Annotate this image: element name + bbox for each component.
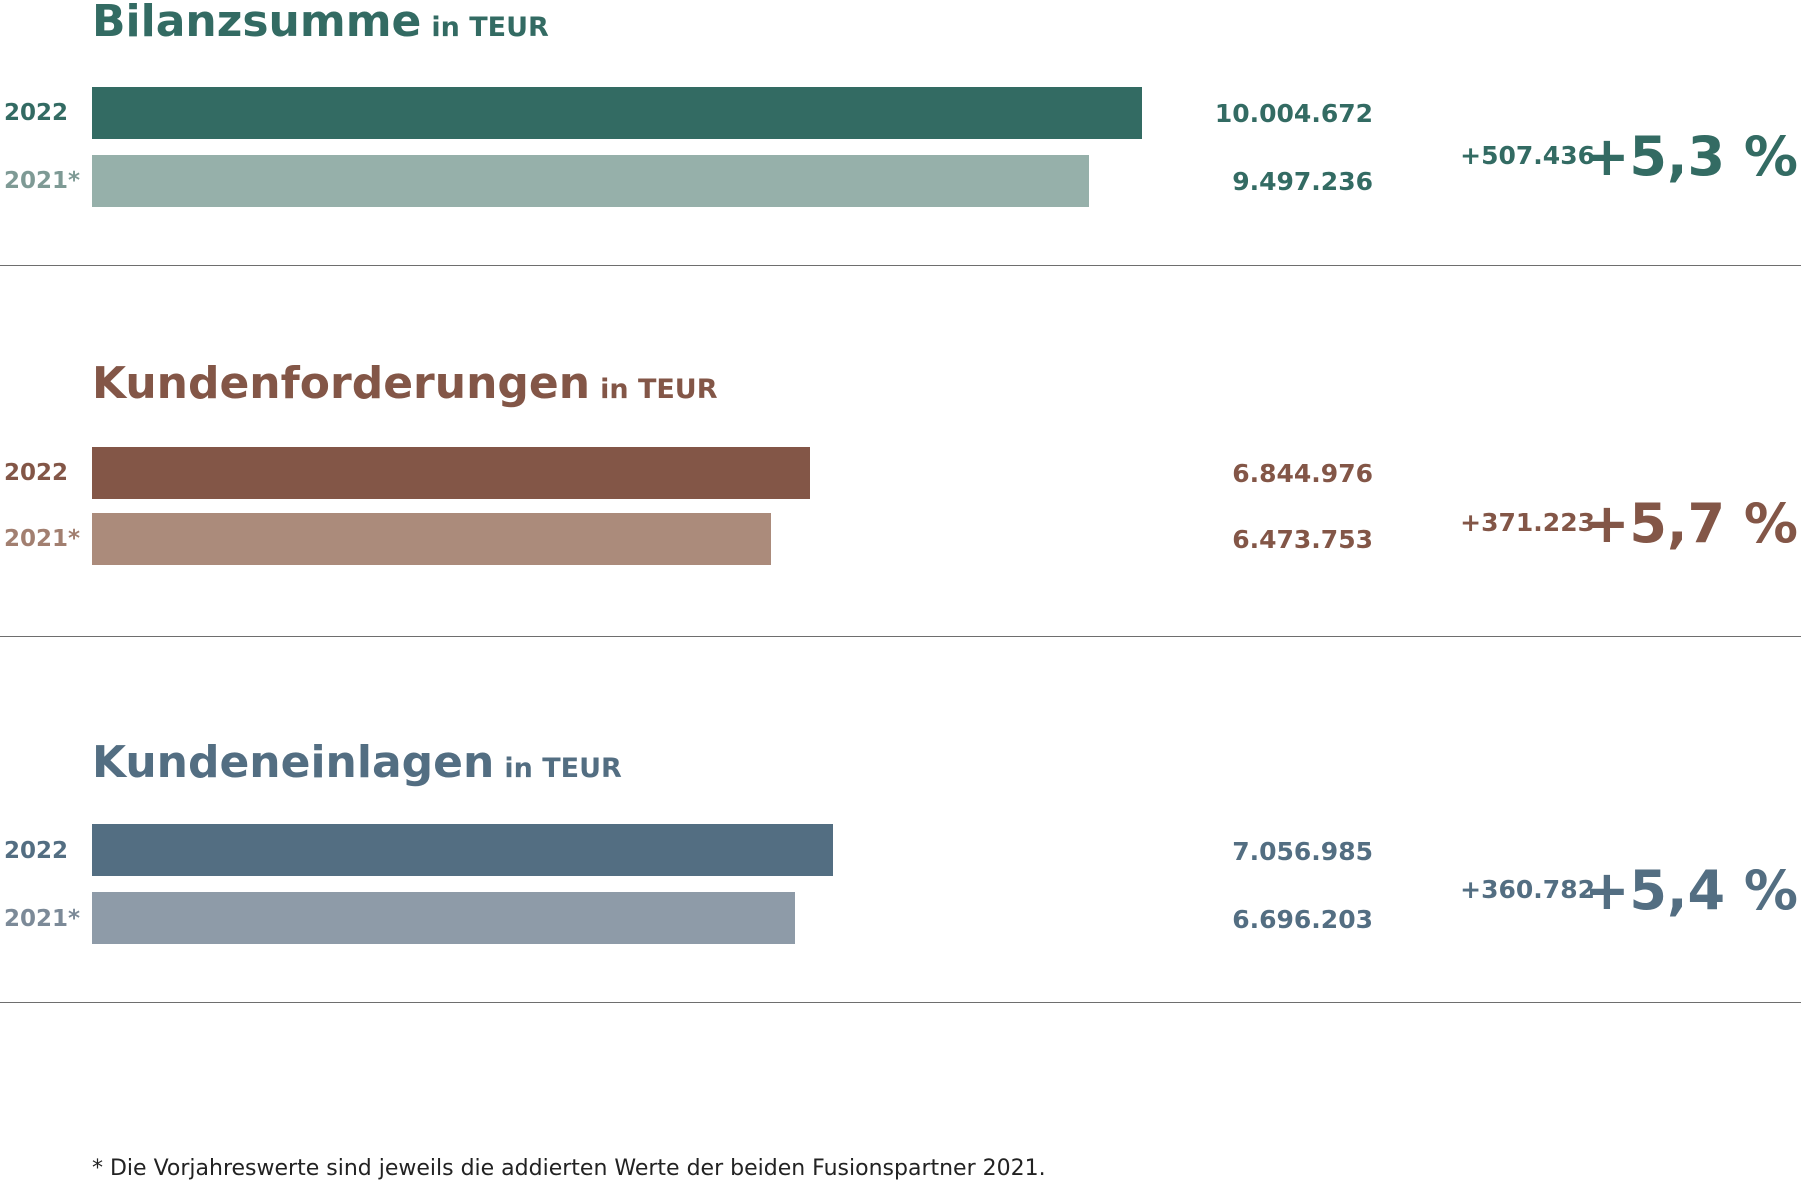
chart-unit: in TEUR (431, 12, 549, 43)
chart-panel-kundenforderungen: Kundenforderungen in TEUR 2022 2021* 6.84… (0, 0, 1801, 565)
change-percent: +5,4 % (1584, 859, 1798, 922)
chart-title: Bilanzsumme in TEUR (92, 0, 549, 44)
chart-panel-kundeneinlagen: Kundeneinlagen in TEUR 2022 2021* 7.056.9… (0, 0, 1801, 944)
chart-title-text: Kundeneinlagen (92, 737, 495, 788)
chart-title-text: Kundenforderungen (92, 358, 591, 409)
bar-2022 (92, 824, 833, 876)
divider (0, 636, 1801, 637)
change-absolute: +507.436 (1460, 141, 1595, 170)
bar-2021 (92, 892, 795, 944)
chart-title: Kundenforderungen in TEUR (92, 362, 718, 406)
category-label-2022: 2022 (4, 838, 69, 864)
divider (0, 265, 1801, 266)
value-label-2022: 6.844.976 (1232, 459, 1373, 488)
chart-title: Kundeneinlagen in TEUR (92, 741, 622, 785)
value-label-2022: 7.056.985 (1232, 837, 1373, 866)
category-label-2022: 2022 (4, 100, 69, 126)
change-percent: +5,7 % (1584, 492, 1798, 555)
category-label-2021: 2021* (4, 168, 81, 194)
footnote: * Die Vorjahreswerte sind jeweils die ad… (92, 1156, 1046, 1181)
value-label-2021: 6.473.753 (1232, 525, 1373, 554)
category-label-2021: 2021* (4, 906, 81, 932)
change-percent: +5,3 % (1584, 125, 1798, 188)
bar-2022 (92, 87, 1142, 139)
category-label-2021: 2021* (4, 526, 81, 552)
change-absolute: +371.223 (1460, 508, 1595, 537)
divider (0, 1002, 1801, 1003)
chart-unit: in TEUR (504, 753, 622, 784)
chart-unit: in TEUR (600, 374, 718, 405)
change-absolute: +360.782 (1460, 875, 1595, 904)
value-label-2021: 9.497.236 (1232, 167, 1373, 196)
chart-title-text: Bilanzsumme (92, 0, 422, 47)
value-label-2021: 6.696.203 (1232, 905, 1373, 934)
bar-2021 (92, 513, 771, 565)
bar-2021 (92, 155, 1089, 207)
chart-panel-bilanzsumme: Bilanzsumme in TEUR 2022 2021* 10.004.672… (0, 0, 1801, 370)
bar-2022 (92, 447, 810, 499)
category-label-2022: 2022 (4, 460, 69, 486)
value-label-2022: 10.004.672 (1214, 99, 1373, 128)
